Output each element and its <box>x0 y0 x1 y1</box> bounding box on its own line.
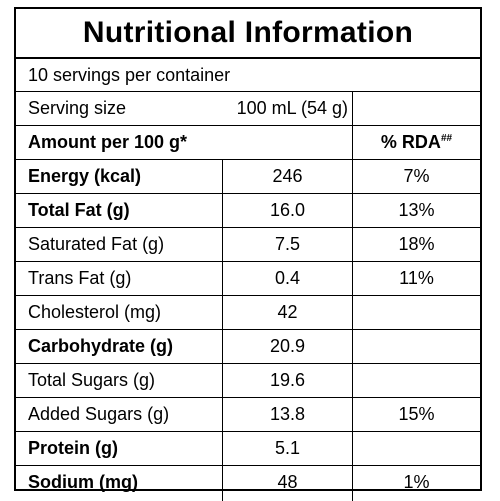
serving-size-cell: Serving size 100 mL (54 g) <box>16 92 353 125</box>
nutrient-name: Protein (g) <box>16 432 223 465</box>
nutrient-rows: Energy (kcal) 246 7% Total Fat (g) 16.0 13% Sa… <box>16 160 480 501</box>
table-row: Total Fat (g) 16.0 13% <box>16 194 480 228</box>
nutrient-amount: 246 <box>223 160 353 193</box>
nutrient-amount: 19.6 <box>223 364 353 397</box>
nutrient-name: Added Sugars (g) <box>16 398 223 431</box>
table-row: Protein (g) 5.1 <box>16 432 480 466</box>
table-row: Sodium (mg) 48 1% <box>16 466 480 501</box>
nutrient-name: Carbohydrate (g) <box>16 330 223 363</box>
nutrient-amount: 16.0 <box>223 194 353 227</box>
nutrient-amount: 42 <box>223 296 353 329</box>
serving-size-row: Serving size 100 mL (54 g) <box>16 92 480 126</box>
rda-header: % RDA## <box>353 126 480 159</box>
serving-size-empty-cell <box>353 92 480 125</box>
nutrient-rda: 13% <box>398 200 435 220</box>
table-row: Energy (kcal) 246 7% <box>16 160 480 194</box>
nutrient-rda: 18% <box>398 234 435 254</box>
nutrient-name: Trans Fat (g) <box>16 262 223 295</box>
nutrient-amount: 13.8 <box>223 398 353 431</box>
nutrient-name: Saturated Fat (g) <box>16 228 223 261</box>
table-row: Carbohydrate (g) 20.9 <box>16 330 480 364</box>
nutrient-amount: 20.9 <box>223 330 353 363</box>
panel-title: Nutritional Information <box>16 9 480 59</box>
nutrient-amount: 5.1 <box>223 432 353 465</box>
nutrient-name: Total Sugars (g) <box>16 364 223 397</box>
nutrient-amount: 7.5 <box>223 228 353 261</box>
nutrient-rda: 7% <box>403 166 430 186</box>
table-row: Total Sugars (g) 19.6 <box>16 364 480 398</box>
serving-size-label: Serving size <box>28 98 127 118</box>
servings-per-container: 10 servings per container <box>16 59 480 92</box>
rda-header-mark: ## <box>440 133 453 144</box>
nutrient-rda <box>353 364 480 397</box>
nutrient-amount: 0.4 <box>223 262 353 295</box>
table-row: Saturated Fat (g) 7.5 18% <box>16 228 480 262</box>
table-row: Trans Fat (g) 0.4 11% <box>16 262 480 296</box>
nutrition-facts-panel: Nutritional Information 10 servings per … <box>14 7 482 501</box>
nutrient-rda <box>353 296 480 329</box>
nutrient-rda: 1% <box>403 472 430 492</box>
nutrient-name: Energy (kcal) <box>16 160 223 193</box>
nutrient-name: Sodium (mg) <box>16 466 223 501</box>
table-header-row: Amount per 100 g* % RDA## <box>16 126 480 160</box>
table-row: Cholesterol (mg) 42 <box>16 296 480 330</box>
nutrient-name: Total Fat (g) <box>16 194 223 227</box>
nutrient-amount: 48 <box>223 466 353 501</box>
nutrient-rda <box>353 432 480 465</box>
amount-header: Amount per 100 g* <box>16 126 353 159</box>
nutrient-rda: 11% <box>399 268 434 288</box>
table-row: Added Sugars (g) 13.8 15% <box>16 398 480 432</box>
serving-size-value: 100 mL (54 g) <box>236 98 348 118</box>
nutrient-rda <box>353 330 480 363</box>
rda-header-label: % RDA <box>380 132 441 152</box>
nutrient-name: Cholesterol (mg) <box>16 296 223 329</box>
nutrient-rda: 15% <box>398 404 435 424</box>
